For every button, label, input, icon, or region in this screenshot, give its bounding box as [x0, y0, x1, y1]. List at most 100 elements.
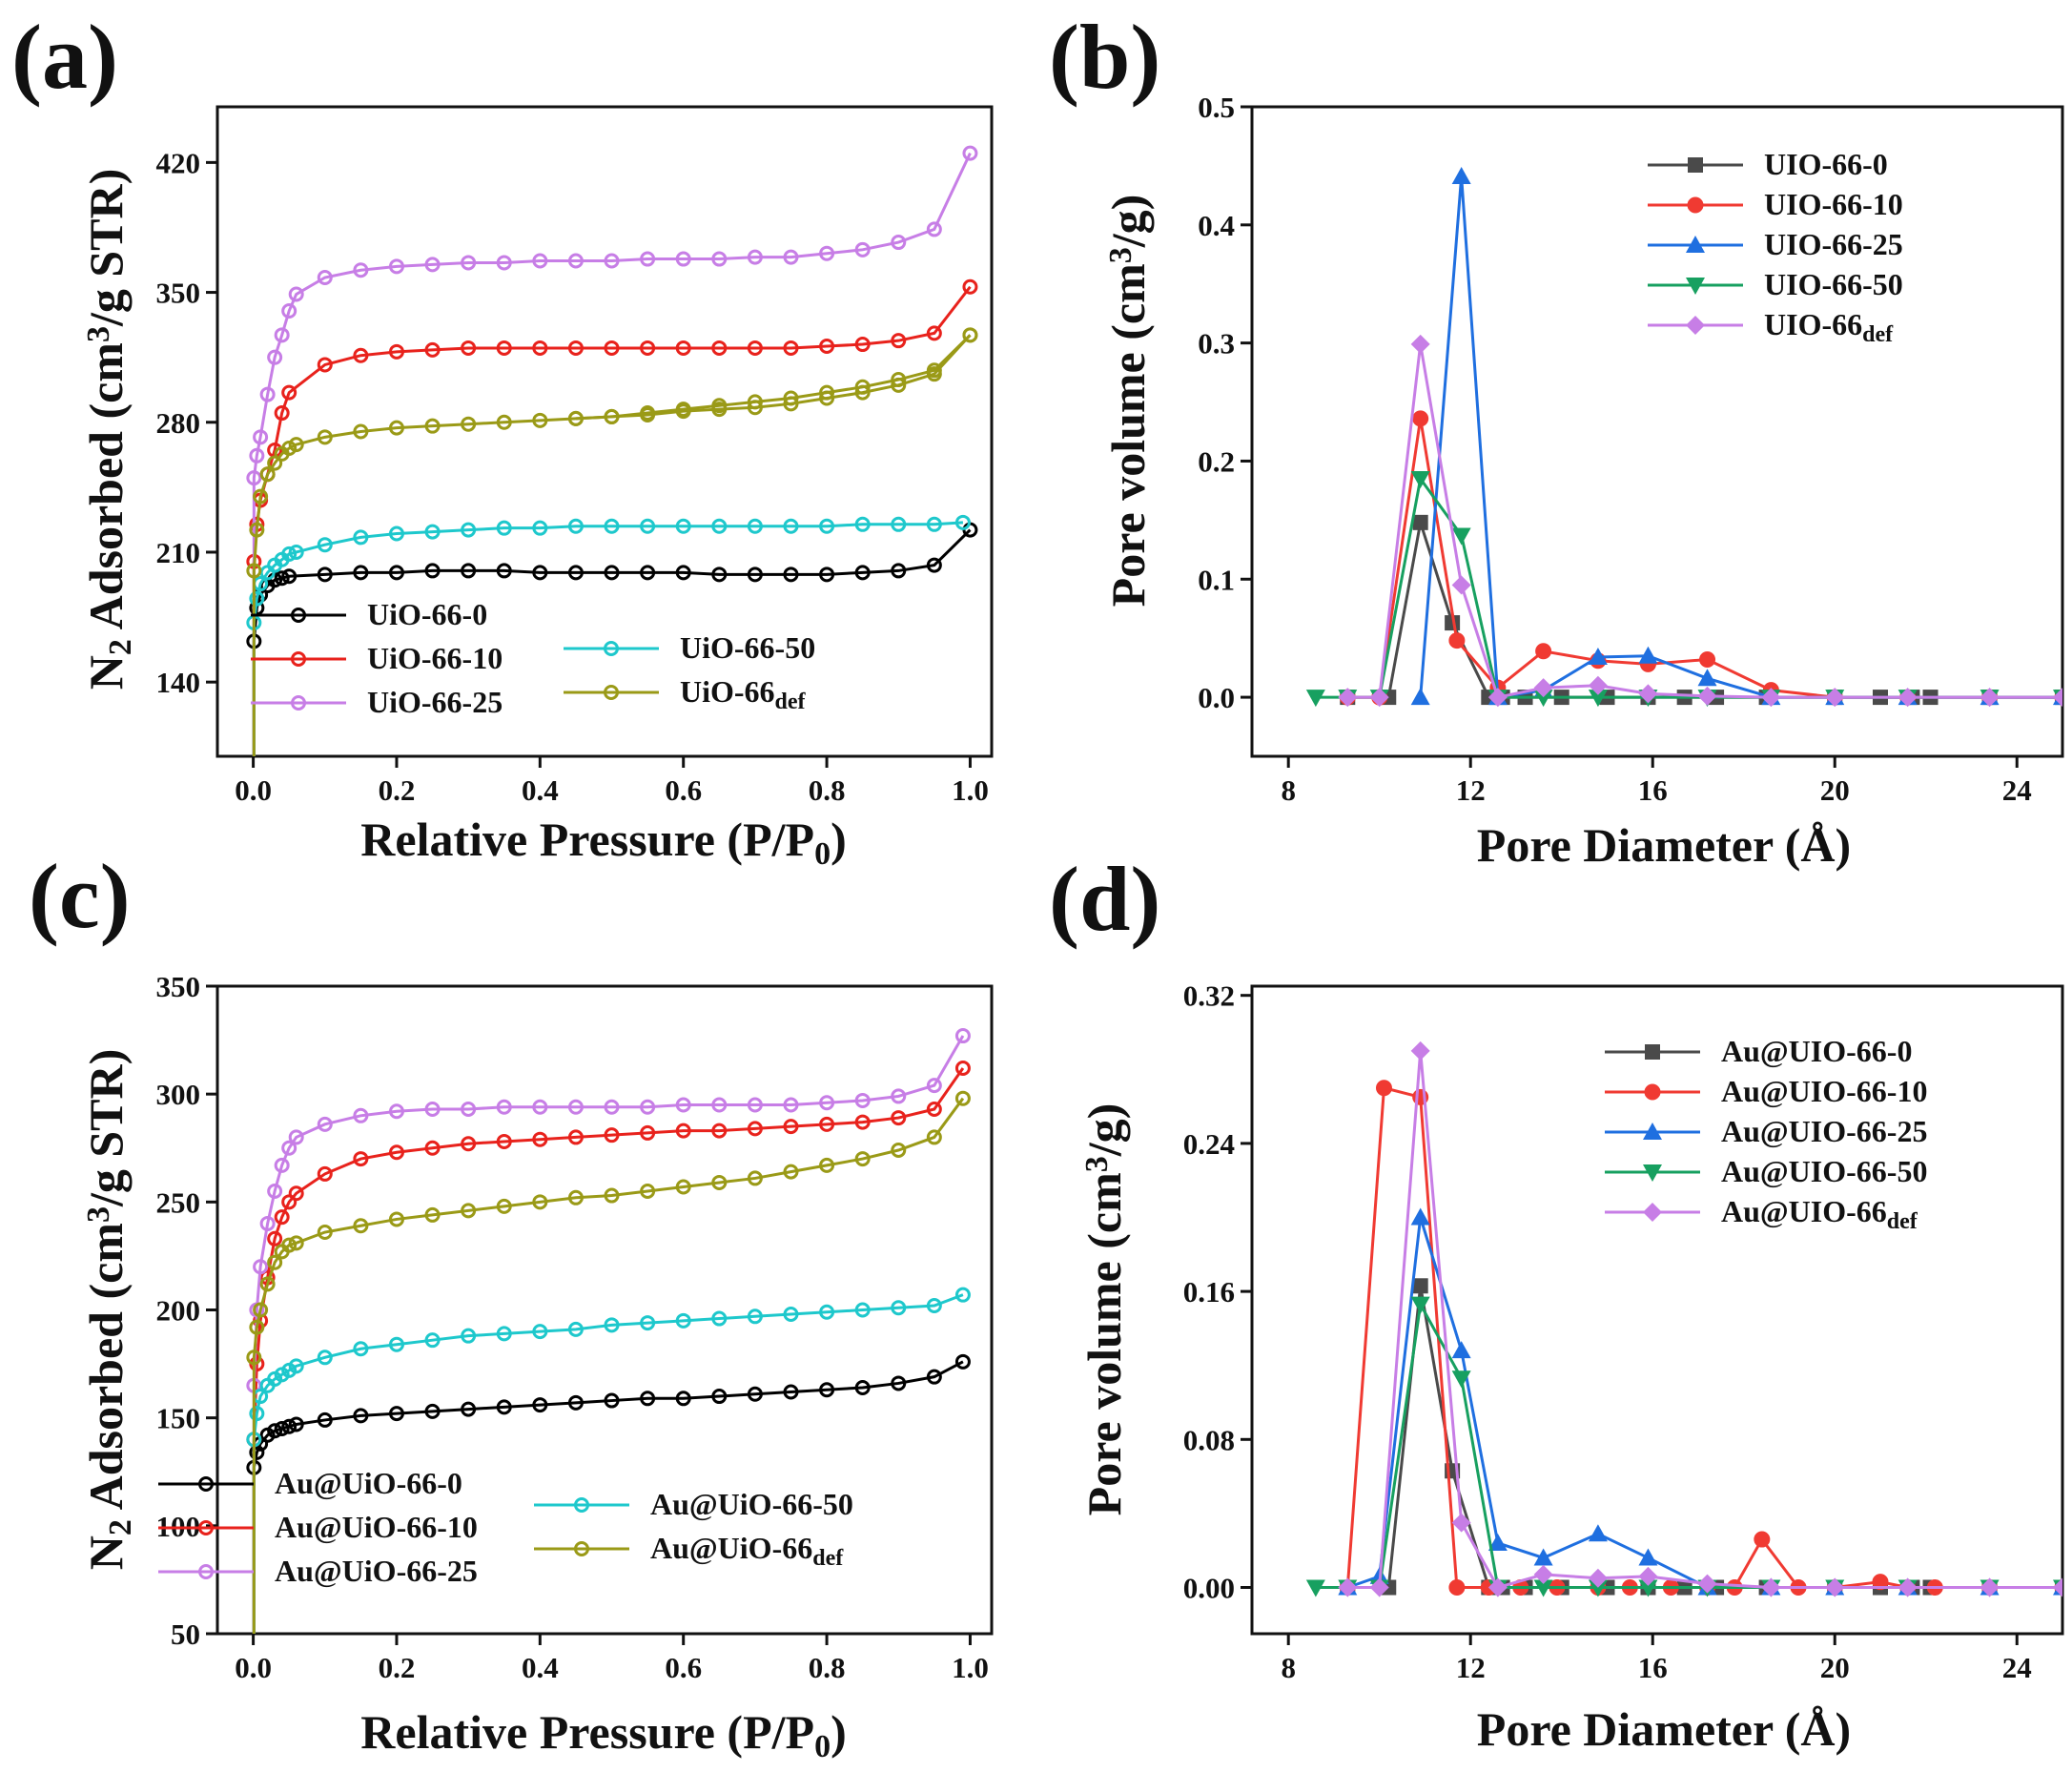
- legend-label: Au@UiO-66def: [650, 1531, 844, 1571]
- data-point: [1588, 1524, 1608, 1542]
- data-point: [675, 1097, 691, 1113]
- legend-marker: [1644, 1083, 1661, 1101]
- data-point: [1487, 1577, 1508, 1597]
- data-point: [353, 529, 369, 546]
- data-point: [461, 340, 477, 356]
- legend-label: UIO-66-10: [1764, 187, 1903, 221]
- data-point: [783, 1307, 799, 1323]
- y-tick-label: 0.4: [1198, 209, 1235, 242]
- data-point: [1487, 1533, 1508, 1551]
- data-point: [281, 1237, 297, 1253]
- data-point: [424, 1206, 441, 1223]
- data-point: [891, 235, 907, 251]
- data-point: [281, 384, 297, 401]
- legend-label: Au@UiO-66-25: [275, 1554, 478, 1588]
- data-point: [461, 255, 477, 271]
- data-point: [317, 1225, 333, 1241]
- data-point: [783, 518, 799, 534]
- data-point: [388, 1336, 404, 1352]
- data-point: [288, 1416, 304, 1432]
- data-point: [424, 418, 441, 434]
- data-point: [267, 1184, 283, 1200]
- y-tick-label: 0.0: [1198, 681, 1235, 714]
- series-Au@UiO-66-0: [246, 1353, 971, 1634]
- plot-area: [1305, 1041, 2062, 1597]
- data-point: [1305, 1579, 1325, 1597]
- data-point: [281, 568, 297, 585]
- legend-marker: [574, 1497, 589, 1513]
- panel-label-c: (c): [29, 845, 131, 947]
- y-tick-label: 280: [156, 406, 201, 440]
- data-point: [424, 1102, 441, 1118]
- data-point: [711, 340, 728, 356]
- data-point: [288, 1129, 304, 1145]
- series-line: [1346, 1217, 2062, 1589]
- data-point: [1338, 688, 1358, 708]
- y-tick-label: 0.32: [1183, 979, 1235, 1013]
- data-point: [604, 1127, 620, 1144]
- data-point: [1638, 684, 1658, 704]
- x-tick-label: 12: [1456, 773, 1486, 807]
- data-point: [1754, 1531, 1771, 1548]
- y-tick-label: 0.1: [1198, 563, 1235, 596]
- data-point: [675, 340, 691, 356]
- chart-panel-b: (b) 8 12 16 20 24 0.0 0.1 0.2 0.3 0.4 0.5 Pore Diame…: [1049, 6, 2064, 872]
- data-point: [1533, 678, 1553, 698]
- data-point: [1825, 688, 1845, 708]
- data-point: [388, 1406, 404, 1422]
- data-point: [962, 145, 978, 161]
- data-point: [317, 537, 333, 553]
- data-point: [1451, 527, 1471, 546]
- x-tick-label: 0.2: [379, 773, 416, 807]
- legend-label: UiO-66-25: [367, 685, 503, 719]
- data-point: [1410, 471, 1430, 489]
- legend-marker: [1643, 1203, 1662, 1222]
- data-point: [496, 1133, 512, 1149]
- data-point: [1445, 615, 1461, 631]
- y-tick-label: 0.3: [1198, 327, 1235, 361]
- legend-marker: [604, 641, 619, 656]
- data-point: [567, 1321, 584, 1337]
- data-point: [317, 1411, 333, 1428]
- series-Au@UIO-66-50: [1305, 1296, 2062, 1597]
- chart-panel-a: (a) 0.0 0.2 0.4 0.6 0.8 1.0 140 210 280 350 420 Rela…: [11, 6, 994, 872]
- y-axis-title: Pore volume (cm3/g): [1101, 195, 1155, 608]
- data-point: [532, 253, 548, 269]
- data-point: [249, 1406, 265, 1422]
- data-point: [711, 398, 728, 414]
- data-point: [711, 1310, 728, 1327]
- data-point: [819, 384, 835, 401]
- data-point: [267, 1254, 283, 1270]
- data-point: [461, 1102, 477, 1118]
- data-point: [1588, 1568, 1608, 1588]
- data-point: [604, 1187, 620, 1204]
- data-point: [1412, 1278, 1428, 1294]
- data-point: [819, 1116, 835, 1132]
- data-point: [675, 1179, 691, 1195]
- data-point: [532, 412, 548, 428]
- legend-label: Au@UIO-66def: [1721, 1194, 1918, 1234]
- legend-label: Au@UIO-66-25: [1721, 1114, 1927, 1148]
- data-point: [288, 437, 304, 453]
- data-point: [267, 1230, 283, 1247]
- data-point: [954, 514, 971, 530]
- data-point: [640, 1124, 656, 1141]
- data-point: [783, 249, 799, 265]
- data-point: [567, 340, 584, 356]
- data-point: [1369, 1577, 1389, 1597]
- data-point: [353, 423, 369, 440]
- data-point: [711, 251, 728, 267]
- data-point: [783, 567, 799, 583]
- data-point: [1533, 690, 1553, 708]
- data-point: [675, 251, 691, 267]
- data-point: [926, 516, 942, 532]
- series-UiO-66def: [246, 327, 978, 756]
- data-point: [747, 1308, 763, 1325]
- y-tick-label: 200: [156, 1294, 201, 1328]
- data-point: [567, 1189, 584, 1205]
- y-tick-label: 250: [156, 1185, 201, 1219]
- x-axis-title: Pore Diameter (Å): [1477, 818, 1851, 872]
- data-point: [783, 1384, 799, 1400]
- data-point: [274, 327, 290, 343]
- plot-area: [1305, 167, 2062, 708]
